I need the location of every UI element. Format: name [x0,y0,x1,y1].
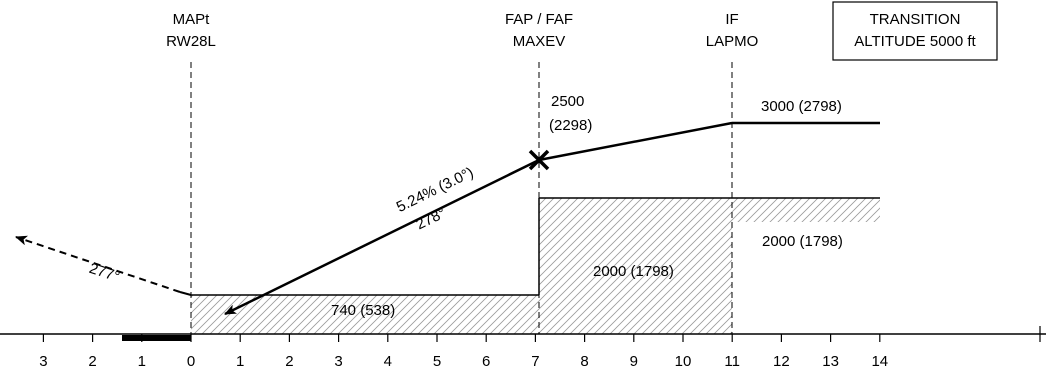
scale-tick-label-1: 2 [88,353,96,370]
mapt-floor-label: 740 (538) [331,302,395,319]
scale-tick-label-12: 9 [630,353,638,370]
missed-approach-path [15,235,181,293]
faf-altitude-bottom: (2298) [549,117,592,134]
scale-tick-label-7: 4 [384,353,392,370]
mapt-label-line1: MAPt [173,11,211,28]
scale-tick-label-0: 3 [39,353,47,370]
scale-tick-label-9: 6 [482,353,490,370]
if-label-line1: IF [725,11,738,28]
if-label-line2: LAPMO [706,33,759,50]
glide-track-label: 278° [413,205,448,234]
faf-label-line1: FAP / FAF [505,11,573,28]
final-approach-path [224,158,540,316]
faf-clearance-area [539,198,732,334]
scale-tick-label-8: 5 [433,353,441,370]
scale-tick-label-6: 3 [334,353,342,370]
faf-cross-icon [528,149,550,171]
scale-tick-label-17: 14 [871,353,888,370]
missed-track-label: 277° [87,260,122,286]
scale-tick-label-14: 11 [724,353,740,370]
distance-scale: 3 2 1 0 1 2 3 4 5 6 7 8 9 10 11 12 13 14 [39,334,888,370]
faf-label-line2: MAXEV [513,33,566,50]
scale-tick-label-4: 1 [236,353,244,370]
mapt-label-line2: RW28L [166,33,216,50]
faf-floor-label: 2000 (1798) [593,263,674,280]
runway-bar [122,335,191,341]
scale-tick-label-3: 0 [187,353,195,370]
if-floor-label: 2000 (1798) [762,233,843,250]
transition-altitude-line2: ALTITUDE 5000 ft [854,33,976,50]
faf-altitude-top: 2500 [551,93,584,110]
intermediate-descent-segment [538,121,733,162]
if-clearance-area [732,198,880,222]
scale-tick-label-10: 7 [531,353,539,370]
scale-tick-label-5: 2 [285,353,293,370]
transition-altitude-line1: TRANSITION [870,11,961,28]
scale-tick-label-11: 8 [580,353,588,370]
scale-tick-label-15: 12 [773,353,790,370]
if-altitude-label: 3000 (2798) [761,98,842,115]
scale-tick-label-13: 10 [675,353,692,370]
transition-altitude-box [832,1,998,61]
scale-tick-label-2: 1 [138,353,146,370]
scale-tick-label-16: 13 [822,353,839,370]
missed-approach-level [179,291,192,296]
